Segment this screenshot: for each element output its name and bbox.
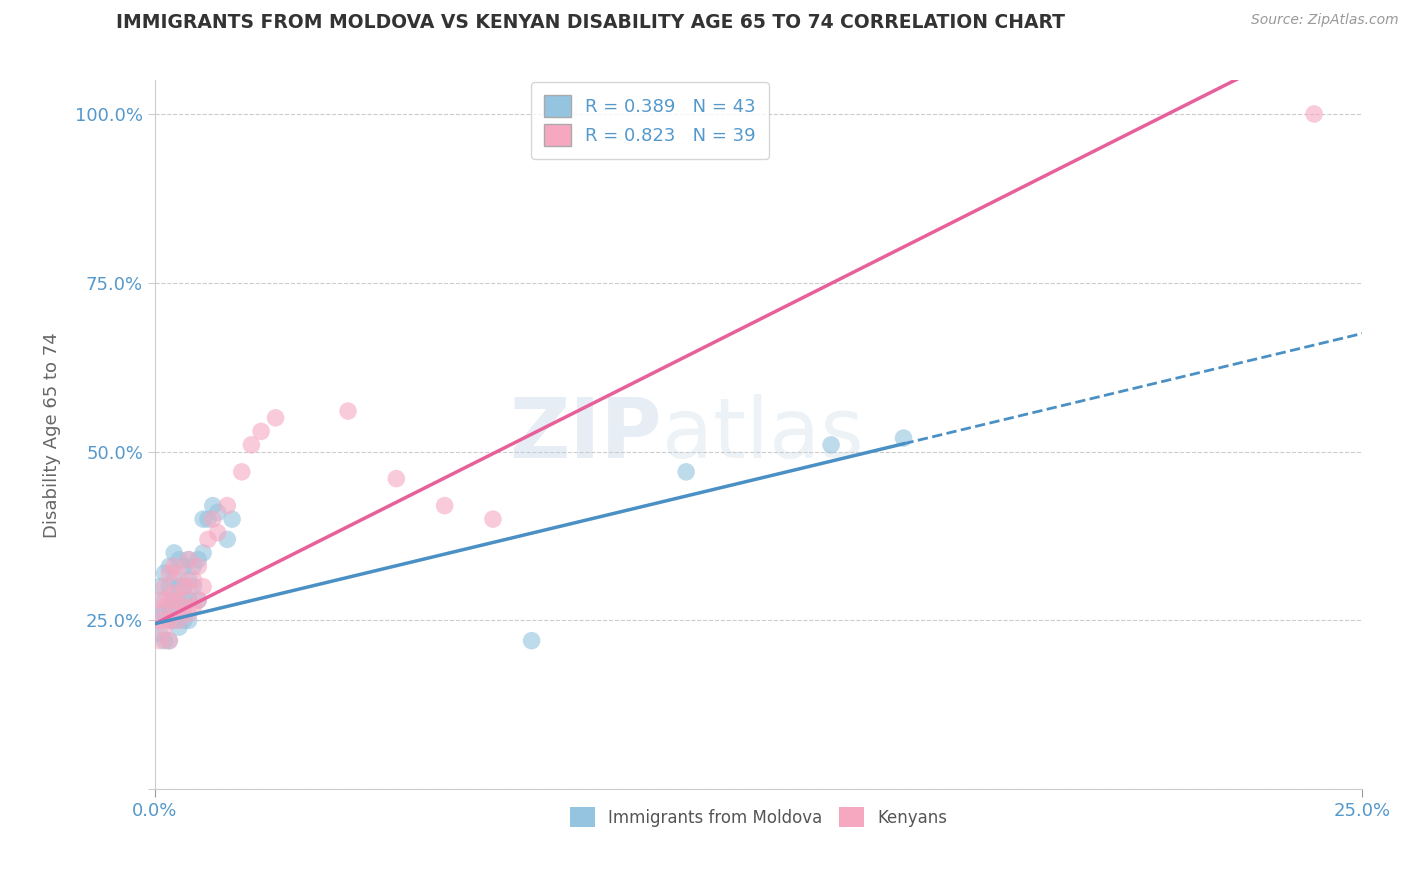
Point	[191, 512, 214, 526]
Point	[173, 599, 195, 614]
Legend: Immigrants from Moldova, Kenyans: Immigrants from Moldova, Kenyans	[564, 800, 955, 834]
Point	[167, 599, 190, 614]
Point	[1303, 107, 1326, 121]
Point	[167, 566, 190, 581]
Point	[217, 499, 239, 513]
Point	[167, 593, 190, 607]
Point	[153, 620, 176, 634]
Point	[163, 586, 186, 600]
Point	[433, 499, 456, 513]
Point	[157, 633, 180, 648]
Point	[173, 614, 195, 628]
Point	[177, 614, 200, 628]
Point	[149, 633, 172, 648]
Point	[177, 552, 200, 566]
Point	[191, 580, 214, 594]
Point	[183, 599, 205, 614]
Point	[221, 512, 243, 526]
Point	[207, 505, 229, 519]
Point	[153, 599, 176, 614]
Point	[217, 533, 239, 547]
Point	[197, 512, 219, 526]
Point	[149, 593, 172, 607]
Point	[197, 533, 219, 547]
Point	[183, 573, 205, 587]
Point	[163, 559, 186, 574]
Point	[675, 465, 697, 479]
Point	[385, 472, 408, 486]
Point	[167, 580, 190, 594]
Point	[157, 599, 180, 614]
Point	[153, 566, 176, 581]
Point	[157, 633, 180, 648]
Point	[250, 425, 273, 439]
Point	[157, 614, 180, 628]
Point	[231, 465, 253, 479]
Text: IMMIGRANTS FROM MOLDOVA VS KENYAN DISABILITY AGE 65 TO 74 CORRELATION CHART: IMMIGRANTS FROM MOLDOVA VS KENYAN DISABI…	[117, 13, 1064, 32]
Point	[520, 633, 543, 648]
Point	[149, 614, 172, 628]
Point	[187, 593, 209, 607]
Point	[177, 580, 200, 594]
Point	[153, 580, 176, 594]
Point	[173, 580, 195, 594]
Point	[201, 512, 224, 526]
Point	[173, 580, 195, 594]
Point	[167, 614, 190, 628]
Text: ZIP: ZIP	[509, 394, 662, 475]
Point	[173, 593, 195, 607]
Point	[187, 559, 209, 574]
Text: atlas: atlas	[662, 394, 863, 475]
Point	[177, 573, 200, 587]
Point	[240, 438, 263, 452]
Point	[149, 607, 172, 621]
Point	[149, 627, 172, 641]
Point	[157, 593, 180, 607]
Point	[163, 573, 186, 587]
Point	[201, 499, 224, 513]
Point	[153, 593, 176, 607]
Point	[264, 410, 287, 425]
Point	[163, 607, 186, 621]
Point	[149, 580, 172, 594]
Point	[157, 614, 180, 628]
Point	[173, 559, 195, 574]
Point	[820, 438, 842, 452]
Point	[187, 552, 209, 566]
Point	[482, 512, 505, 526]
Point	[163, 614, 186, 628]
Point	[893, 431, 915, 445]
Point	[177, 607, 200, 621]
Y-axis label: Disability Age 65 to 74: Disability Age 65 to 74	[44, 332, 60, 538]
Point	[167, 552, 190, 566]
Point	[157, 566, 180, 581]
Point	[153, 633, 176, 648]
Point	[167, 620, 190, 634]
Point	[191, 546, 214, 560]
Point	[157, 559, 180, 574]
Point	[163, 593, 186, 607]
Point	[337, 404, 360, 418]
Point	[183, 580, 205, 594]
Point	[163, 546, 186, 560]
Point	[157, 580, 180, 594]
Point	[187, 593, 209, 607]
Point	[153, 607, 176, 621]
Point	[207, 525, 229, 540]
Point	[177, 593, 200, 607]
Point	[183, 559, 205, 574]
Point	[177, 552, 200, 566]
Text: Source: ZipAtlas.com: Source: ZipAtlas.com	[1251, 13, 1399, 28]
